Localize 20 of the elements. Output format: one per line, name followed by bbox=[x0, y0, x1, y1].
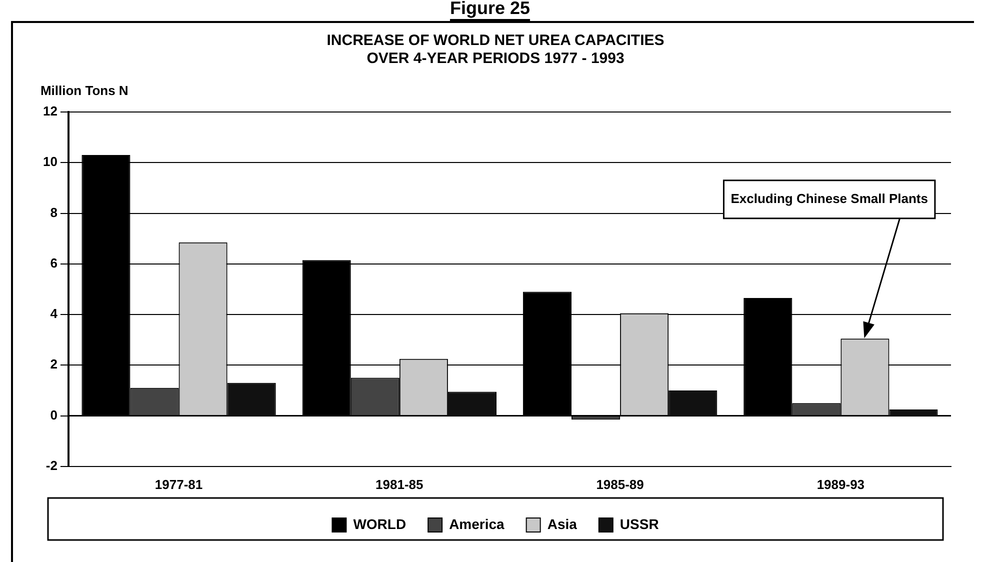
legend-label: Asia bbox=[547, 516, 578, 532]
y-tick-label: 6 bbox=[50, 255, 58, 270]
legend-label: America bbox=[449, 516, 505, 532]
y-tick-label: 4 bbox=[50, 306, 58, 322]
x-tick-label: 1985-89 bbox=[596, 476, 644, 492]
x-tick-label: 1981-85 bbox=[376, 476, 424, 492]
y-tick-label: 10 bbox=[42, 154, 58, 170]
annotation: Excluding Chinese Small Plants bbox=[730, 190, 928, 206]
x-tick-label: 1977-81 bbox=[154, 476, 203, 492]
x-tick-label: 1989-93 bbox=[816, 476, 865, 492]
y-tick-label: -2 bbox=[46, 458, 58, 473]
y-tick-label: 12 bbox=[42, 104, 58, 119]
legend-label: WORLD bbox=[353, 516, 406, 532]
legend-label: USSR bbox=[620, 516, 659, 532]
y-tick-label: 0 bbox=[50, 407, 58, 422]
y-tick-label: 2 bbox=[50, 356, 58, 372]
caption: Figure 25 bbox=[450, 0, 530, 18]
y-axis-title: Million Tons N bbox=[40, 83, 128, 98]
chart-title: INCREASE OF WORLD NET UREA CAPACITIES OVER 4-YEAR PERIODS 1977 - 1993 bbox=[326, 32, 664, 68]
y-tick-label: 8 bbox=[50, 204, 58, 220]
